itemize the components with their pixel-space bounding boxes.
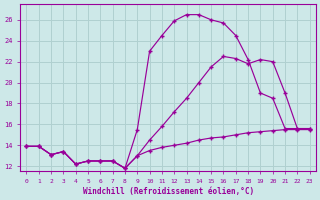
X-axis label: Windchill (Refroidissement éolien,°C): Windchill (Refroidissement éolien,°C) — [83, 187, 254, 196]
